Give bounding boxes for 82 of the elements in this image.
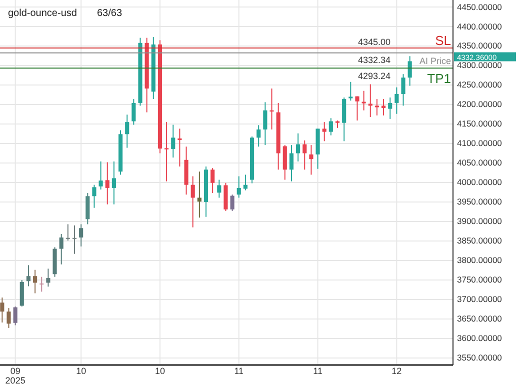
candlestick	[342, 96, 346, 142]
y-tick-label: 3800.00000	[457, 255, 502, 266]
candlestick	[309, 144, 314, 176]
ref-line-label: AI Price	[419, 56, 451, 66]
text: gold-ounce-usd	[8, 8, 77, 19]
candlestick	[79, 224, 84, 247]
y-tick-label: 4250.00000	[457, 80, 502, 90]
x-tick-label: 09 2025	[5, 366, 26, 386]
candlestick	[328, 118, 333, 136]
y-tick-label: 4000.00000	[457, 177, 502, 188]
y-tick-label: 4450.00000	[457, 2, 502, 12]
candlestick	[263, 102, 268, 146]
y-tick-label: 4150.00000	[457, 118, 502, 129]
candlestick	[368, 84, 372, 118]
candlestick	[98, 160, 103, 190]
candlestick	[164, 122, 169, 182]
candlestick	[374, 98, 379, 116]
candlestick	[230, 194, 234, 212]
candlestick	[40, 276, 44, 292]
candlestick	[112, 160, 116, 205]
x-tick-label: 12	[392, 366, 402, 376]
y-tick-label: 3850.00000	[457, 236, 502, 246]
candlestick	[394, 86, 399, 114]
y-tick-label: 3950.00000	[457, 196, 502, 207]
annotation: 4345.00	[358, 36, 391, 47]
candlestick	[178, 128, 182, 168]
candlestick	[408, 56, 412, 86]
ref-line-label: TP1	[427, 71, 451, 86]
y-tick-label: 4400.00000	[457, 21, 502, 32]
x-tick-label: 10	[76, 366, 86, 376]
y-tick-label: 4300.00000	[457, 60, 502, 70]
candlestick	[197, 171, 202, 218]
ref-line-label: SL	[435, 32, 451, 48]
candlestick	[86, 192, 90, 225]
candlestick	[302, 140, 307, 170]
candlestick	[105, 162, 110, 205]
y-tick-label: 3750.00000	[457, 274, 502, 285]
x-tick-label: 11	[234, 366, 244, 376]
candlestick	[217, 179, 222, 198]
candlestick	[132, 98, 136, 126]
candlestick	[401, 74, 406, 106]
annotation: 4332.34	[358, 54, 391, 65]
candlestick	[289, 144, 294, 182]
candlestick	[20, 279, 24, 308]
candlestick	[348, 81, 353, 102]
candlestick	[72, 224, 77, 254]
candlestick	[296, 132, 300, 162]
candlestick	[322, 122, 326, 142]
candlestick	[190, 176, 195, 228]
annotation: 4293.24	[358, 71, 391, 82]
x-tick-label: 10	[154, 366, 165, 376]
candlestick	[362, 90, 366, 111]
y-tick-label: 3600.00000	[457, 333, 502, 344]
candlestick	[33, 269, 38, 294]
y-tick-label: 4100.00000	[457, 138, 502, 148]
candlestick	[282, 144, 287, 180]
candlestick	[355, 96, 360, 121]
candlestick	[210, 168, 215, 194]
x-tick-label: 11	[313, 366, 322, 376]
y-tick-label: 3550.00000	[457, 352, 502, 363]
candlestick	[256, 124, 261, 148]
candlestick	[66, 224, 70, 242]
candlestick	[0, 297, 4, 323]
y-tick-label: 4200.00000	[457, 99, 502, 110]
y-tick-label: 4350.00000	[457, 40, 502, 51]
candlestick	[26, 264, 31, 287]
y-tick-label: 3650.00000	[457, 314, 502, 324]
candlestick	[13, 306, 18, 326]
candlestick	[6, 308, 11, 328]
candlestick	[270, 88, 274, 130]
candlestick	[46, 268, 50, 288]
candlestick	[171, 124, 176, 158]
candlestick	[388, 96, 392, 120]
candlestick	[125, 114, 130, 148]
candlestick	[92, 184, 96, 208]
candlestick	[59, 233, 64, 265]
candlestick	[381, 98, 386, 116]
y-tick-label: 3700.00000	[457, 294, 502, 304]
y-tick-label: 4050.00000	[457, 158, 502, 168]
text: 63/63	[97, 8, 122, 19]
y-tick-label: 3900.00000	[457, 216, 502, 226]
candlestick	[236, 176, 241, 198]
